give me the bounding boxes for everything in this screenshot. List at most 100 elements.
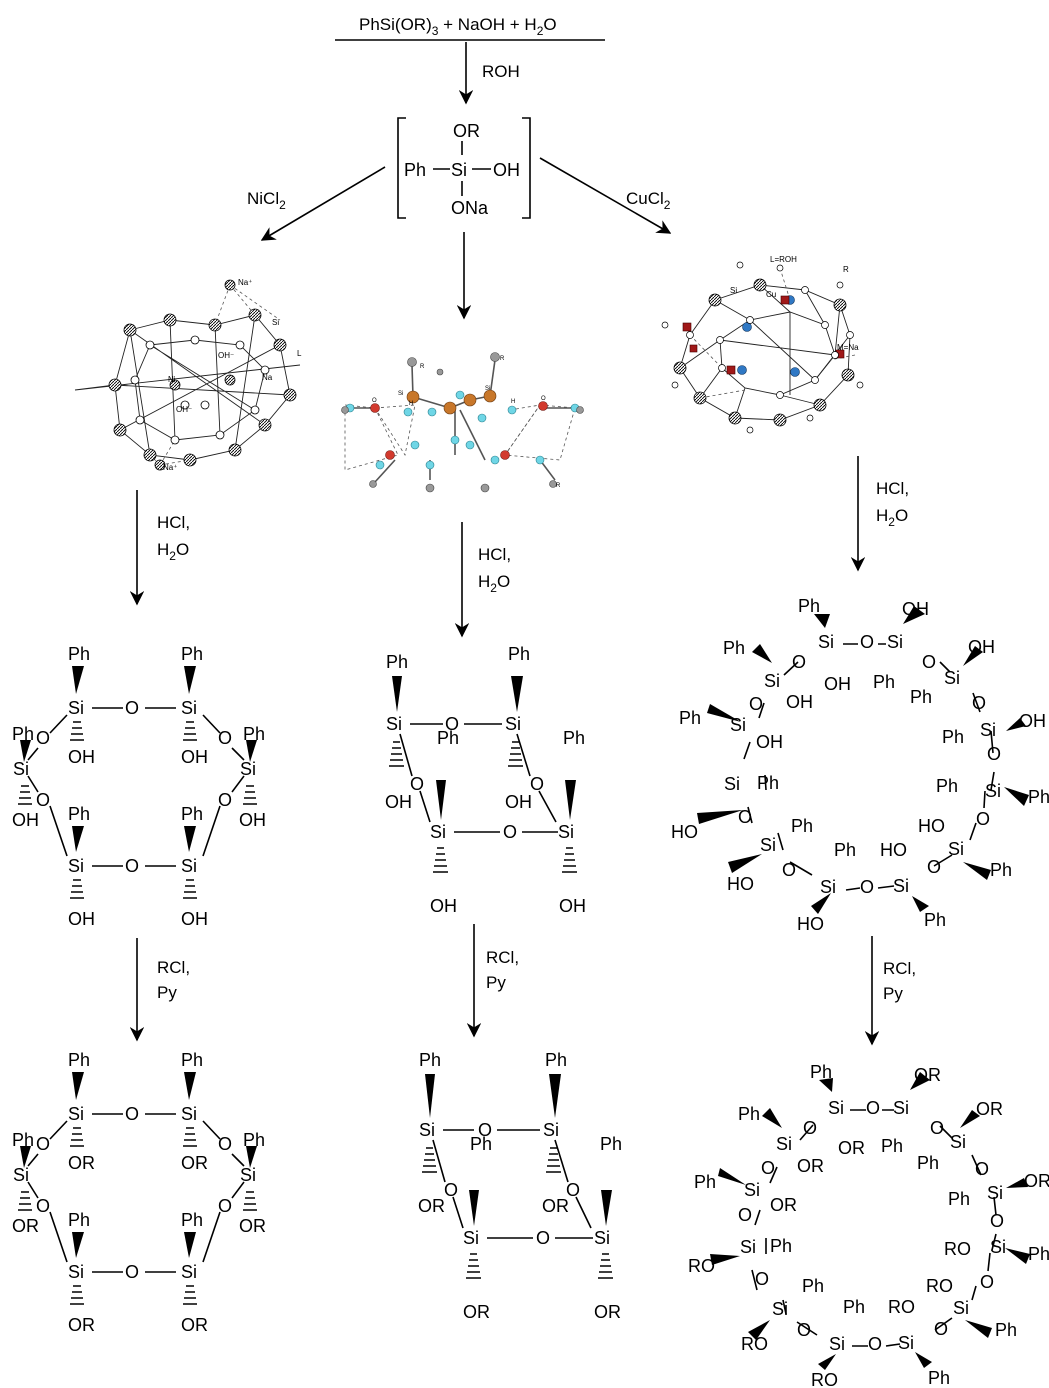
si-atom: Si xyxy=(181,1262,197,1282)
right-macrocycle-oh: Si Si Si Si Si Si Si Si Si Si Si Si O O … xyxy=(671,596,1049,934)
si-atom: Si xyxy=(181,698,197,718)
o-atom: O xyxy=(761,1158,775,1178)
o-atom: O xyxy=(444,1180,458,1200)
left-cyclosiloxane-or: Si Si Si Si Si Si O O O O O O Ph Ph Ph P… xyxy=(12,1050,266,1335)
ho-group: HO xyxy=(797,914,824,934)
or-group: OR xyxy=(914,1065,941,1085)
o-atom: O xyxy=(980,1272,994,1292)
reactant-water-sub: 2 xyxy=(537,24,544,38)
mid-label-o2: O xyxy=(541,396,546,402)
ph-group: Ph xyxy=(12,1130,34,1150)
oh-group: OH xyxy=(505,792,532,812)
ph-group: Ph xyxy=(873,672,895,692)
svg-text:H2O: H2O xyxy=(876,506,908,529)
oh-group: OH xyxy=(181,909,208,929)
right-macrocycle-or: Si Si Si Si Si Si Si Si Si Si Si Si O O … xyxy=(688,1062,1049,1388)
mid-label-si2: Si xyxy=(485,386,490,392)
ni-cage-structure: Na⁺ Na⁺ Si OH⁻ OH⁻ Ni Na L xyxy=(74,278,302,472)
ph-group: Ph xyxy=(910,687,932,707)
bracket-right xyxy=(522,117,531,219)
si-atom: Si xyxy=(419,1120,435,1140)
svg-text:H2O: H2O xyxy=(478,572,510,595)
svg-text:CuCl2: CuCl2 xyxy=(626,189,671,212)
ho-group: HO xyxy=(880,840,907,860)
ph-group: Ph xyxy=(798,596,820,616)
si-atom: Si xyxy=(505,714,521,734)
left-cyclosiloxane-oh: Si Si Si Si Si Si O O O O O O Ph Ph Ph P… xyxy=(12,644,266,929)
o-atom: O xyxy=(218,790,232,810)
ph-group: Ph xyxy=(600,1134,622,1154)
si-atom: Si xyxy=(887,632,903,652)
si-atom: Si xyxy=(772,1299,788,1319)
or-group: OR xyxy=(68,1315,95,1335)
int-oh: OH xyxy=(493,160,520,180)
or-group: OR xyxy=(181,1315,208,1335)
oh-group: OH xyxy=(68,747,95,767)
o-atom: O xyxy=(860,877,874,897)
si-atom: Si xyxy=(898,1333,914,1353)
ph-group: Ph xyxy=(1028,1244,1049,1264)
label-nicl2: NiCl xyxy=(247,189,279,208)
o-atom: O xyxy=(749,694,763,714)
or-group: OR xyxy=(594,1302,621,1322)
oh-group: OH xyxy=(12,810,39,830)
ni-label-oh2: OH⁻ xyxy=(176,405,192,414)
o-atom: O xyxy=(972,693,986,713)
ph-group: Ph xyxy=(68,1210,90,1230)
si-atom: Si xyxy=(430,822,446,842)
ph-group: Ph xyxy=(508,644,530,664)
label-hcl-right: HCl, xyxy=(876,479,909,498)
ph-group: Ph xyxy=(545,1050,567,1070)
o-atom: O xyxy=(503,822,517,842)
label-rcl-center: RCl, xyxy=(486,948,519,967)
o-atom: O xyxy=(860,632,874,652)
si-atom: Si xyxy=(181,856,197,876)
bracket-left xyxy=(397,117,406,219)
si-atom: Si xyxy=(764,671,780,691)
int-si: Si xyxy=(451,160,467,180)
o-atom: O xyxy=(410,774,424,794)
mid-label-h2: H xyxy=(511,399,515,405)
ph-group: Ph xyxy=(995,1320,1017,1340)
ro-group: RO xyxy=(944,1239,971,1259)
o-atom: O xyxy=(218,1134,232,1154)
cu-label-r: R xyxy=(843,265,849,274)
int-ph: Ph xyxy=(404,160,426,180)
si-atom: Si xyxy=(987,1183,1003,1203)
o-atom: O xyxy=(797,1320,811,1340)
ph-group: Ph xyxy=(770,1236,792,1256)
or-group: OR xyxy=(181,1153,208,1173)
si-atom: Si xyxy=(893,876,909,896)
int-or: OR xyxy=(453,121,480,141)
reactant-silane: PhSi(OR) xyxy=(359,15,432,34)
o-atom: O xyxy=(738,1205,752,1225)
reactant-water-o: O xyxy=(543,15,556,34)
si-atom: Si xyxy=(893,1098,909,1118)
si-atom: Si xyxy=(818,632,834,652)
si-atom: Si xyxy=(990,1237,1006,1257)
center-cyclosiloxane-or: Si Si Si Si O O O O Ph Ph Ph Ph OR OR OR… xyxy=(418,1050,622,1322)
ph-group: Ph xyxy=(181,644,203,664)
label-h2o-center: H xyxy=(478,572,490,591)
oh-group: OH xyxy=(385,792,412,812)
center-cyclosiloxane-oh: Si Si Si Si O O O O Ph Ph Ph Ph OH OH OH… xyxy=(385,644,586,916)
o-atom: O xyxy=(866,1098,880,1118)
or-group: OR xyxy=(239,1216,266,1236)
o-atom: O xyxy=(927,857,941,877)
label-h2o-left: H xyxy=(157,540,169,559)
oh-group: OH xyxy=(968,637,995,657)
center-hbond-structure: Si Si O O H H R R R xyxy=(341,352,584,493)
oh-group: OH xyxy=(786,692,813,712)
label-rcl-left: RCl, xyxy=(157,958,190,977)
o-atom: O xyxy=(530,774,544,794)
oh-group: OH xyxy=(239,810,266,830)
o-atom: O xyxy=(218,1196,232,1216)
or-group: OR xyxy=(976,1099,1003,1119)
ph-group: Ph xyxy=(419,1050,441,1070)
si-atom: Si xyxy=(740,1237,756,1257)
o-atom: O xyxy=(125,856,139,876)
oh-group: OH xyxy=(1019,711,1046,731)
ph-group: Ph xyxy=(437,728,459,748)
mid-label-r2: R xyxy=(500,356,505,362)
ph-group: Ph xyxy=(563,728,585,748)
